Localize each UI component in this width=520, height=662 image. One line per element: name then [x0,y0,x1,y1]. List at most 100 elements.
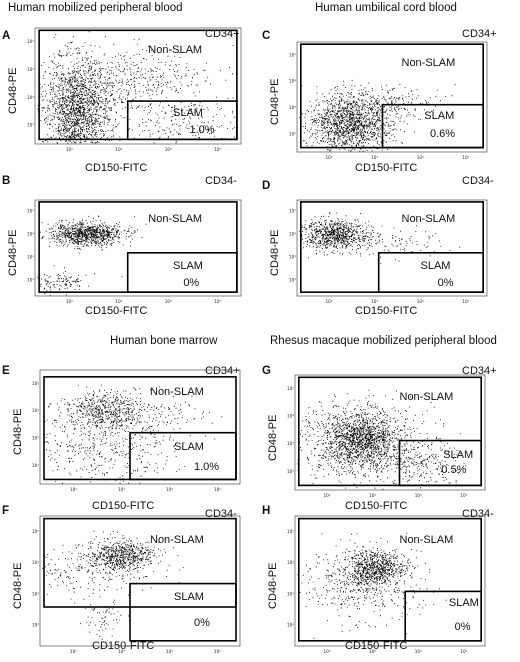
y-tick-label: 10³ [287,591,294,596]
gate-non-slam [43,517,237,608]
section-title-cord-blood: Human umbilical cord blood [315,2,457,14]
x-tick-label: 10⁵ [462,299,469,304]
section-title-rhesus: Rhesus macaque mobilized peripheral bloo… [270,335,497,347]
gate-non-slam [297,376,482,487]
x-axis-label: CD150-FITC [85,305,148,317]
event-dots [297,532,447,639]
x-tick-label: 10⁴ [165,147,172,152]
event-dots [42,530,184,640]
plot-area-a: 10² 10² 10³ 10³ 10⁴ 10⁴ 10⁵ 10⁵ [27,27,242,152]
y-tick-label: 10⁵ [32,529,39,534]
x-tick-label: 10² [70,649,77,654]
y-tick-label: 10² [289,278,296,283]
x-axis-label: CD150-FITC [85,162,148,174]
cd34-tag-c: CD34+ [462,28,497,40]
y-tick-label: 10⁵ [289,52,296,57]
x-tick-label: 10³ [369,649,376,654]
plot-area-b: 10² 10² 10³ 10³ 10⁴ 10⁴ 10⁵ 10⁵ [27,199,242,304]
x-tick-label: 10² [66,299,73,304]
slam-label: SLAM [173,106,203,119]
plot-frame [294,515,486,647]
flow-plot-e: 10² 10² 10³ 10³ 10⁴ 10⁴ 10⁵ 10⁵ [32,369,241,492]
x-tick-label: 10³ [371,155,378,160]
panel-letter-g: G [262,365,271,377]
cd34-tag-g: CD34+ [462,365,497,377]
gate-non-slam [299,201,484,293]
cd34-tag-f: CD34- [205,508,237,520]
gate-slam [126,251,238,293]
flow-plot-b: 10² 10² 10³ 10³ 10⁴ 10⁴ 10⁵ 10⁵ [27,199,242,304]
plot-frame [34,27,242,145]
panel-letter-d: D [262,180,271,192]
panel-letter-a: A [2,30,11,42]
flow-plot-g: 10² 10² 10³ 10³ 10⁴ 10⁴ 10⁵ 10⁵ [287,374,486,498]
x-axis-label: CD150-FITC [345,500,408,512]
x-tick-label: 10³ [115,299,122,304]
x-tick-label: 10³ [118,649,125,654]
y-axis-label: CD48-PE [267,562,279,609]
x-tick-label: 10⁵ [460,649,467,654]
y-tick-label: 10⁵ [287,386,294,391]
plot-area-e: 10² 10² 10³ 10³ 10⁴ 10⁴ 10⁵ 10⁵ [32,369,241,492]
y-tick-label: 10² [32,623,39,628]
flow-plot-a: 10² 10² 10³ 10³ 10⁴ 10⁴ 10⁵ 10⁵ [27,27,242,152]
slam-label: SLAM [174,440,204,453]
gate-slam [129,431,237,481]
slam-percentage: 1.0% [189,124,215,137]
y-tick-label: 10⁴ [289,232,296,237]
slam-label: SLAM [443,448,474,461]
x-axis-label: CD150-FITC [355,162,418,174]
x-tick-label: 10² [66,147,73,152]
plot-frame [296,199,488,297]
non-slam-label: Non-SLAM [399,391,454,404]
y-tick-label: 10³ [27,255,34,260]
slam-percentage: 0% [183,276,200,289]
y-tick-label: 10³ [289,105,296,110]
y-tick-label: 10² [27,278,34,283]
non-slam-label: Non-SLAM [148,44,203,57]
non-slam-label: Non-SLAM [401,213,456,226]
x-tick-label: 10² [324,649,331,654]
y-tick-label: 10⁴ [27,232,34,237]
cd34-tag-b: CD34- [205,175,237,187]
slam-percentage: 0% [437,276,454,289]
slam-label: SLAM [424,110,455,123]
y-axis-label: CD48-PE [269,229,281,276]
gate-slam [126,100,238,141]
x-tick-label: 10³ [371,299,378,304]
y-axis-label: CD48-PE [267,414,279,461]
y-tick-label: 10³ [289,255,296,260]
x-tick-label: 10⁴ [415,649,422,654]
plot-frame [296,41,488,153]
x-tick-label: 10² [70,487,77,492]
flow-plot-f: 10² 10² 10³ 10³ 10⁴ 10⁴ 10⁵ 10⁵ [32,515,241,654]
y-tick-label: 10⁵ [289,208,296,213]
x-tick-label: 10⁴ [417,155,424,160]
y-tick-label: 10² [287,469,294,474]
x-tick-label: 10⁵ [214,487,221,492]
event-dots [37,215,147,296]
slam-label: SLAM [448,596,479,609]
non-slam-label: Non-SLAM [399,534,454,547]
y-tick-label: 10³ [27,95,34,100]
y-axis-label: CD48-PE [269,78,281,125]
plot-frame [294,374,486,491]
flow-plot-c: 10² 10² 10³ 10³ 10⁴ 10⁴ 10⁵ 10⁵ [289,41,488,160]
gate-slam [377,251,484,293]
y-tick-label: 10⁵ [32,381,39,386]
panel-letter-h: H [262,505,271,517]
plot-area-h: 10² 10² 10³ 10³ 10⁴ 10⁴ 10⁵ 10⁵ [287,515,486,654]
gate-slam [381,103,484,149]
y-tick-label: 10² [32,463,39,468]
x-tick-label: 10⁵ [460,493,467,498]
y-tick-label: 10⁵ [27,39,34,44]
y-axis-label: CD48-PE [12,408,24,455]
slam-label: SLAM [420,259,451,272]
event-dots [299,212,461,264]
slam-percentage: 0% [194,617,210,630]
y-tick-label: 10⁵ [287,529,294,534]
x-tick-label: 10² [324,493,331,498]
panel-letter-b: B [2,175,11,187]
plot-area-c: 10² 10² 10³ 10³ 10⁴ 10⁴ 10⁵ 10⁵ [289,41,488,160]
y-tick-label: 10³ [32,436,39,441]
